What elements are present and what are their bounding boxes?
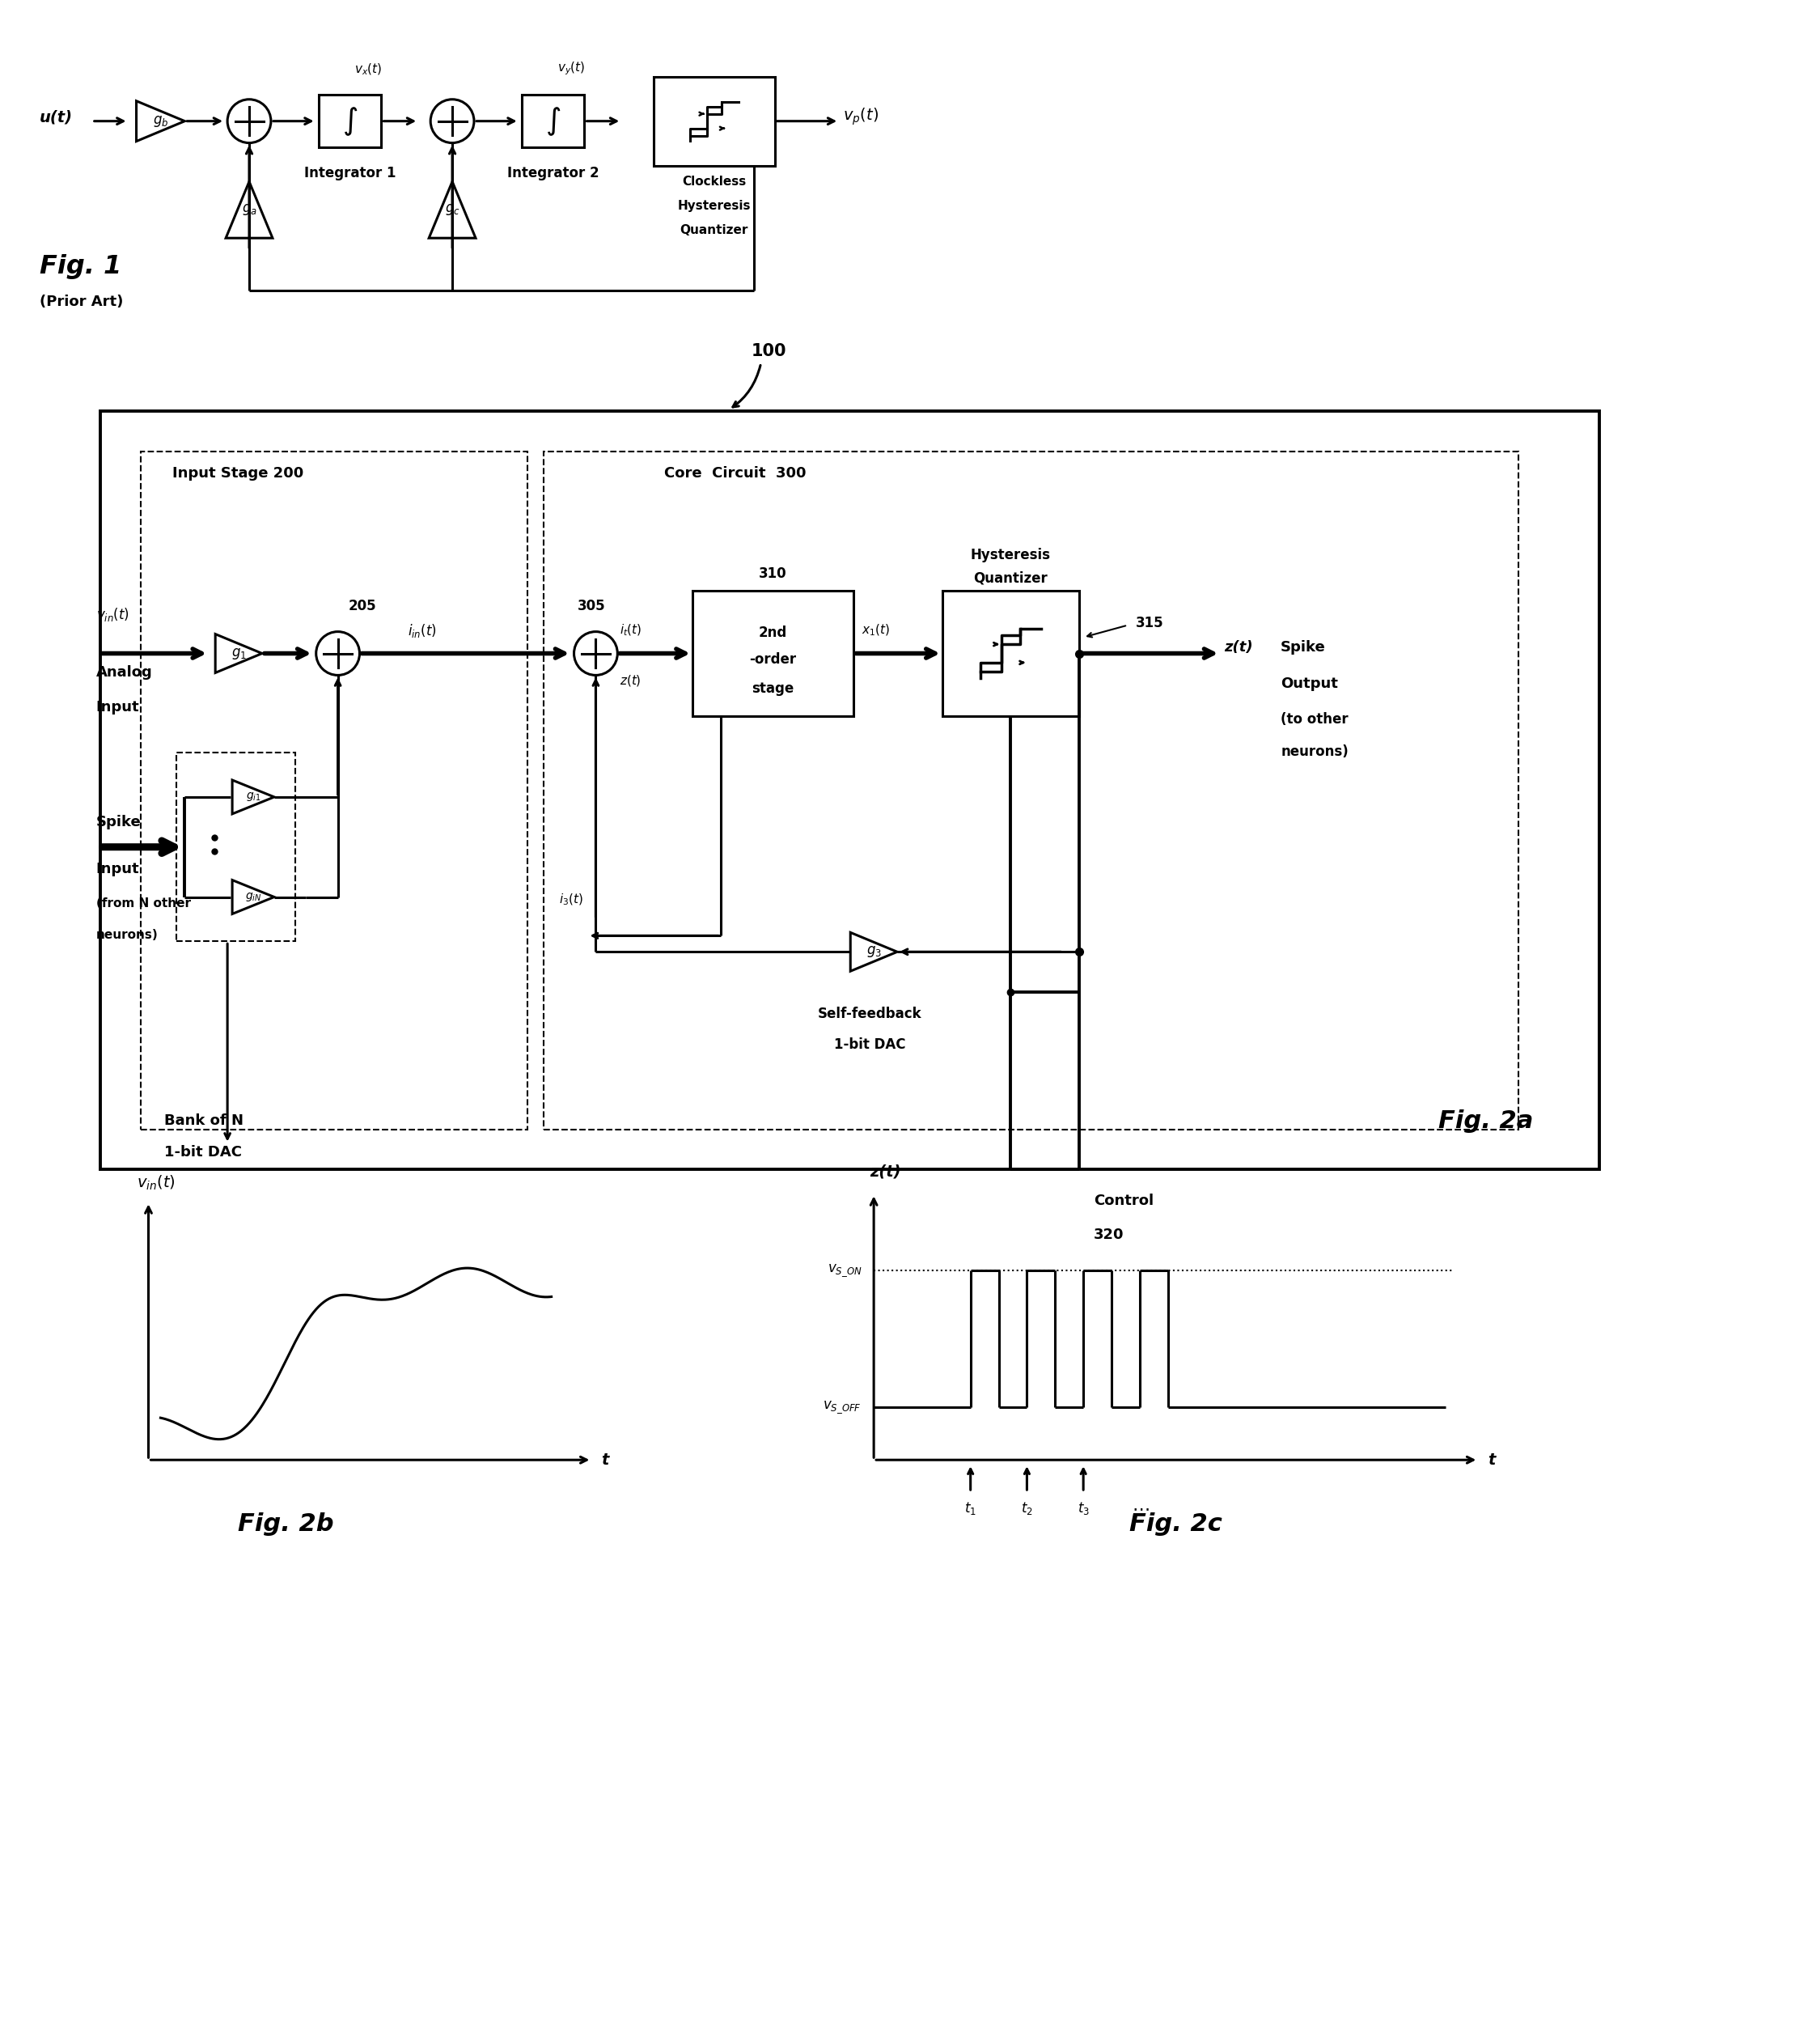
Text: Control: Control — [1093, 1194, 1155, 1208]
Text: $\cdots$: $\cdots$ — [1131, 1500, 1149, 1517]
Text: 315: 315 — [1137, 615, 1164, 630]
Bar — [99, 411, 1598, 1169]
Text: $g_a$: $g_a$ — [242, 202, 256, 217]
Bar — [653, 78, 774, 166]
Text: $g_b$: $g_b$ — [153, 114, 168, 129]
Text: $x_1(t)$: $x_1(t)$ — [862, 623, 889, 638]
Text: Input Stage 200: Input Stage 200 — [173, 466, 303, 480]
Text: Analog: Analog — [96, 666, 153, 681]
Text: $v_{in}(t)$: $v_{in}(t)$ — [96, 605, 130, 623]
Bar — [141, 452, 527, 1128]
Text: Fig. 1: Fig. 1 — [40, 253, 121, 278]
Text: $g_{iN}$: $g_{iN}$ — [245, 891, 262, 903]
Bar — [319, 94, 381, 147]
Text: neurons): neurons) — [1281, 744, 1349, 758]
Text: $i_t(t)$: $i_t(t)$ — [621, 623, 642, 638]
Text: Integrator 1: Integrator 1 — [305, 166, 395, 180]
Text: $t_3$: $t_3$ — [1077, 1500, 1090, 1517]
Bar — [543, 452, 1519, 1128]
Text: Spike: Spike — [1281, 640, 1326, 654]
Text: 305: 305 — [577, 599, 606, 613]
Text: $v_y(t)$: $v_y(t)$ — [557, 59, 584, 78]
Text: $g_c$: $g_c$ — [444, 202, 460, 217]
Bar — [942, 591, 1079, 715]
Text: $g_3$: $g_3$ — [866, 944, 882, 959]
Text: 310: 310 — [759, 566, 787, 580]
Text: 205: 205 — [348, 599, 375, 613]
Text: Spike: Spike — [96, 816, 141, 830]
Text: Input: Input — [96, 861, 139, 877]
Text: $v_{S\_ON}$: $v_{S\_ON}$ — [828, 1263, 862, 1278]
Text: -order: -order — [749, 652, 797, 666]
Text: Core  Circuit  300: Core Circuit 300 — [664, 466, 806, 480]
Text: Fig. 2a: Fig. 2a — [1438, 1110, 1533, 1132]
Text: $v_p(t)$: $v_p(t)$ — [842, 106, 879, 127]
Text: stage: stage — [752, 681, 794, 697]
Text: (Prior Art): (Prior Art) — [40, 294, 123, 309]
Text: Quantizer: Quantizer — [680, 225, 749, 237]
Text: z(t): z(t) — [1225, 640, 1254, 654]
Bar — [693, 591, 853, 715]
Text: (to other: (to other — [1281, 711, 1348, 728]
Text: 100: 100 — [752, 343, 787, 360]
Text: Clockless: Clockless — [682, 176, 747, 188]
Text: Integrator 2: Integrator 2 — [507, 166, 599, 180]
Text: Input: Input — [96, 701, 139, 715]
Text: Self-feedback: Self-feedback — [817, 1008, 922, 1022]
Text: $g_1$: $g_1$ — [231, 646, 247, 660]
Text: z(t): z(t) — [870, 1163, 900, 1179]
Text: $\int$: $\int$ — [343, 104, 357, 137]
Text: neurons): neurons) — [96, 930, 159, 942]
Text: $v_{in}(t)$: $v_{in}(t)$ — [137, 1173, 175, 1192]
Text: Hysteresis: Hysteresis — [971, 548, 1052, 562]
Text: Fig. 2c: Fig. 2c — [1129, 1513, 1223, 1537]
Text: Output: Output — [1281, 677, 1339, 691]
Text: u(t): u(t) — [40, 110, 72, 125]
Text: $v_x(t)$: $v_x(t)$ — [354, 61, 382, 78]
Text: $z(t)$: $z(t)$ — [621, 675, 642, 689]
Text: Bank of N: Bank of N — [164, 1114, 244, 1128]
Text: Fig. 2b: Fig. 2b — [238, 1513, 334, 1537]
Text: t: t — [601, 1451, 610, 1468]
Bar — [177, 752, 296, 942]
Text: t: t — [1488, 1451, 1496, 1468]
Text: 1-bit DAC: 1-bit DAC — [164, 1145, 242, 1159]
Bar — [521, 94, 584, 147]
Text: $t_1$: $t_1$ — [965, 1500, 976, 1517]
Text: $i_3(t)$: $i_3(t)$ — [559, 891, 584, 908]
Text: Quantizer: Quantizer — [974, 570, 1048, 585]
Text: $\int$: $\int$ — [545, 104, 561, 137]
Text: $v_{S\_OFF}$: $v_{S\_OFF}$ — [823, 1400, 862, 1414]
Text: $t_2$: $t_2$ — [1021, 1500, 1034, 1517]
Text: Hysteresis: Hysteresis — [678, 200, 750, 213]
Text: (from N other: (from N other — [96, 897, 191, 910]
Text: 2nd: 2nd — [759, 625, 787, 640]
Text: $g_{i1}$: $g_{i1}$ — [245, 791, 262, 803]
Text: $i_{in}(t)$: $i_{in}(t)$ — [408, 621, 437, 640]
Text: 320: 320 — [1093, 1228, 1124, 1243]
Text: 1-bit DAC: 1-bit DAC — [833, 1036, 906, 1053]
